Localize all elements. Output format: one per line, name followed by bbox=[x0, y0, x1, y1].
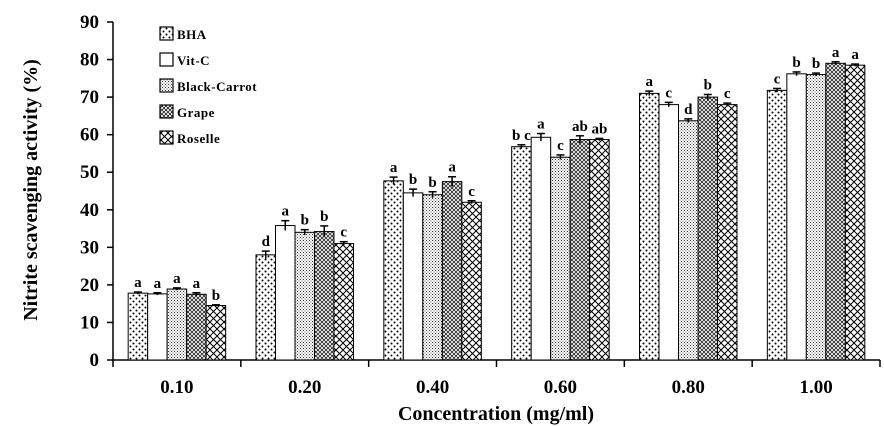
y-tick-label: 50 bbox=[80, 162, 99, 183]
y-tick-label: 30 bbox=[80, 237, 99, 258]
legend-swatch bbox=[159, 78, 174, 93]
significance-label: a bbox=[646, 74, 654, 90]
significance-label: b bbox=[812, 56, 820, 72]
legend-label: Grape bbox=[177, 105, 215, 120]
bar-black-carrot-0.80 bbox=[678, 120, 699, 361]
bar-black-carrot-0.40 bbox=[422, 194, 443, 361]
significance-label: a bbox=[390, 160, 398, 176]
x-tick-label: 1.00 bbox=[799, 377, 832, 398]
significance-label: b bbox=[409, 172, 417, 188]
bar-bha-0.10 bbox=[127, 292, 149, 361]
significance-label: a bbox=[134, 275, 142, 291]
bar-roselle-0.40 bbox=[461, 201, 482, 361]
y-tick-label: 60 bbox=[80, 125, 99, 146]
bar-vit-c-0.60 bbox=[530, 136, 552, 361]
significance-label: b c bbox=[512, 128, 531, 144]
significance-label: b bbox=[704, 77, 712, 93]
x-tick-label: 0.60 bbox=[544, 377, 577, 398]
bar-bha-0.20 bbox=[255, 254, 276, 361]
legend: BHA Vit-C Black-Carrot Grape Roselle bbox=[159, 26, 257, 146]
significance-label: c bbox=[724, 86, 731, 102]
y-tick-label: 0 bbox=[90, 350, 100, 371]
legend-label: BHA bbox=[177, 27, 207, 42]
significance-label: c bbox=[557, 138, 564, 154]
bar-bha-0.80 bbox=[639, 92, 660, 361]
bar-grape-0.20 bbox=[314, 231, 335, 361]
significance-label: ab bbox=[572, 119, 588, 135]
significance-label: d bbox=[262, 234, 271, 250]
significance-label: a bbox=[173, 271, 181, 287]
bar-vit-c-0.20 bbox=[275, 225, 296, 361]
bar-roselle-0.20 bbox=[333, 243, 354, 361]
legend-label: Black-Carrot bbox=[177, 79, 257, 94]
bar-grape-0.10 bbox=[186, 293, 207, 361]
significance-label: a bbox=[154, 276, 162, 292]
significance-label: b bbox=[428, 175, 436, 191]
legend-swatch bbox=[159, 104, 174, 119]
significance-label: c bbox=[340, 225, 347, 241]
bar-black-carrot-0.10 bbox=[166, 288, 188, 361]
bar-vit-c-1.00 bbox=[786, 73, 807, 361]
bar-grape-0.80 bbox=[697, 96, 718, 361]
significance-label: b bbox=[320, 209, 328, 225]
bar-roselle-0.10 bbox=[205, 305, 227, 361]
significance-label: c bbox=[665, 85, 672, 101]
x-tick-label: 0.20 bbox=[288, 377, 321, 398]
significance-label: d bbox=[684, 102, 693, 118]
bar-bha-0.60 bbox=[511, 146, 532, 361]
legend-swatch bbox=[159, 26, 174, 41]
bar-bha-1.00 bbox=[766, 89, 788, 361]
x-tick-label: 0.80 bbox=[672, 377, 705, 398]
bar-bha-0.40 bbox=[383, 180, 404, 361]
significance-label: a bbox=[851, 47, 859, 63]
significance-label: b bbox=[301, 213, 309, 229]
significance-label: a bbox=[448, 160, 456, 176]
y-tick-label: 80 bbox=[80, 50, 99, 71]
significance-label: c bbox=[774, 71, 781, 87]
y-tick-label: 10 bbox=[80, 312, 99, 333]
y-axis-title: Nitrite scavenging activity (%) bbox=[20, 59, 42, 321]
y-tick-label: 90 bbox=[80, 12, 99, 33]
legend-swatch bbox=[159, 52, 174, 67]
bar-roselle-0.60 bbox=[589, 139, 610, 361]
x-tick-label: 0.10 bbox=[160, 377, 193, 398]
bar-grape-1.00 bbox=[825, 62, 846, 361]
bar-vit-c-0.40 bbox=[402, 192, 424, 361]
x-axis: 0.10 0.20 0.40 0.60 0.80 1.00 bbox=[112, 359, 881, 398]
legend-swatch bbox=[159, 130, 174, 145]
significance-label: c bbox=[468, 184, 475, 200]
y-tick-label: 20 bbox=[80, 275, 99, 296]
y-axis: 0 10 20 30 40 50 60 70 80 90 bbox=[80, 12, 114, 371]
legend-label: Vit-C bbox=[177, 53, 210, 68]
significance-label: b bbox=[212, 288, 220, 304]
y-tick-label: 70 bbox=[80, 87, 99, 108]
x-tick-label: 0.40 bbox=[416, 377, 449, 398]
significance-label: a bbox=[537, 117, 545, 133]
bar-black-carrot-0.20 bbox=[294, 231, 315, 361]
bar-roselle-0.80 bbox=[717, 104, 738, 361]
bar-roselle-1.00 bbox=[844, 64, 866, 361]
significance-label: b bbox=[792, 55, 800, 71]
significance-label: ab bbox=[591, 121, 607, 137]
significance-label: a bbox=[282, 204, 290, 220]
legend-label: Roselle bbox=[177, 131, 220, 146]
bar-grape-0.40 bbox=[441, 181, 463, 361]
significance-label: a bbox=[193, 276, 201, 292]
bar-grape-0.60 bbox=[569, 139, 591, 361]
significance-label: a bbox=[832, 45, 840, 61]
bar-vit-c-0.10 bbox=[147, 293, 168, 361]
x-axis-title: Concentration (mg/ml) bbox=[398, 403, 594, 425]
bar-vit-c-0.80 bbox=[658, 104, 679, 361]
bar-black-carrot-0.60 bbox=[550, 156, 571, 361]
bar-black-carrot-1.00 bbox=[805, 74, 827, 361]
y-tick-label: 40 bbox=[80, 200, 99, 221]
